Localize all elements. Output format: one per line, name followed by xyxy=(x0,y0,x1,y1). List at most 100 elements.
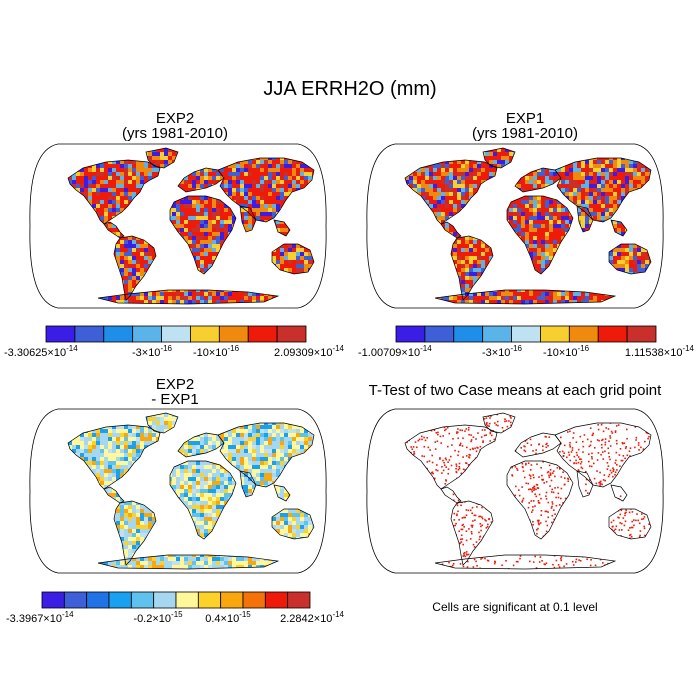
coastlines xyxy=(67,412,315,570)
ttest-footnote: Cells are significant at 0.1 level xyxy=(432,600,598,614)
coast-northAmerica xyxy=(404,424,498,490)
colorbar-swatch xyxy=(63,591,88,609)
coast-northAmerica xyxy=(404,159,498,225)
exp1-subtitle: (yrs 1981-2010) xyxy=(472,125,578,142)
colorbar-swatch xyxy=(45,325,76,343)
coast-australia xyxy=(271,508,315,540)
colorbar-tick-label: -3.30625×10-14 xyxy=(4,344,78,359)
coastlines xyxy=(404,147,652,305)
colorbar-swatch xyxy=(197,591,222,609)
exp2-title: EXP2 xyxy=(155,110,195,127)
colorbar-swatch xyxy=(424,325,455,343)
coastlines xyxy=(67,147,315,305)
coast-antarctica xyxy=(97,554,280,570)
colorbar-tick-label: -3×10-16 xyxy=(132,344,173,359)
exp1-panel-title: EXP1 (yrs 1981-2010) xyxy=(425,111,625,141)
colorbar-swatch xyxy=(482,325,512,343)
colorbar-tick-label: -10×10-16 xyxy=(543,344,590,359)
coast-southAmerica xyxy=(113,500,157,566)
coast-seAsia xyxy=(610,484,628,502)
colorbar-swatch xyxy=(190,325,220,343)
colorbar-tick-label: -0.2×10-15 xyxy=(133,610,183,625)
coast-seAsia xyxy=(610,219,628,237)
colorbar-swatch xyxy=(626,325,657,343)
coast-asia xyxy=(217,422,315,488)
colorbar-swatch xyxy=(161,325,191,343)
exp2-panel-title: EXP2 (yrs 1981-2010) xyxy=(75,111,275,141)
coast-antarctica xyxy=(434,554,617,570)
coast-asia xyxy=(554,157,652,223)
colorbar-swatch xyxy=(453,325,484,343)
colorbar-swatch xyxy=(108,591,132,609)
exp2-map xyxy=(29,143,327,309)
diff-subtitle: - EXP1 xyxy=(151,391,199,408)
diff-map xyxy=(29,408,327,574)
diff-title: EXP2 xyxy=(155,376,195,393)
colorbar-tick-label: 2.09309×10-14 xyxy=(274,344,345,359)
colorbar-tick-label: 2.2842×10-14 xyxy=(280,610,344,625)
coast-asia xyxy=(217,157,315,223)
colorbar-swatch xyxy=(153,591,177,609)
coast-antarctica xyxy=(434,289,617,305)
colorbar-swatch xyxy=(103,325,134,343)
colorbar-swatch xyxy=(86,591,110,609)
exp2-colorbar: -3.30625×10-14 -3×10-16 -10×10-16 2.09309×1… xyxy=(4,325,345,359)
coast-southAmerica xyxy=(113,235,157,301)
coast-greenland xyxy=(482,412,516,434)
colorbar-tick-label: -1.00709×10-14 xyxy=(358,344,432,359)
coastlines xyxy=(404,412,652,570)
coast-africa xyxy=(506,195,574,275)
coast-northAmerica xyxy=(67,159,161,225)
colorbar-swatch xyxy=(287,591,311,609)
coast-greenland xyxy=(482,147,516,169)
ttest-map xyxy=(366,408,664,574)
coast-centralAmerica xyxy=(440,486,462,504)
coast-seAsia xyxy=(273,219,291,237)
coast-southAmerica xyxy=(450,235,494,301)
coast-centralAmerica xyxy=(103,486,125,504)
colorbar-tick-label: -3×10-16 xyxy=(482,344,523,359)
colorbar-swatch xyxy=(247,325,278,343)
colorbar-swatch xyxy=(540,325,570,343)
colorbar-swatch xyxy=(242,591,266,609)
colorbar-swatch xyxy=(264,591,289,609)
exp1-colorbar: -1.00709×10-14 -3×10-16 -10×10-16 1.11538×1… xyxy=(358,325,695,359)
colorbar-swatch xyxy=(511,325,541,343)
diff-panel-title: EXP2 - EXP1 xyxy=(75,377,275,407)
colorbar-swatch xyxy=(74,325,105,343)
colorbar-swatch xyxy=(130,591,155,609)
colorbar-swatch xyxy=(597,325,628,343)
colorbar-swatch xyxy=(395,325,426,343)
exp1-title: EXP1 xyxy=(505,110,545,127)
colorbar-tick-label: -3.3967×10-14 xyxy=(6,610,74,625)
coast-greenland xyxy=(145,412,179,434)
coast-africa xyxy=(169,460,237,540)
colorbar-swatch xyxy=(41,591,65,609)
coast-australia xyxy=(608,508,652,540)
colorbar-swatch xyxy=(220,591,244,609)
diff-colorbar: -3.3967×10-14 -0.2×10-15 0.4×10-15 2.2842×1… xyxy=(6,591,345,625)
coast-australia xyxy=(271,243,315,275)
coast-centralAmerica xyxy=(440,221,462,239)
exp1-map xyxy=(366,143,664,309)
colorbar-tick-label: 1.11538×10-14 xyxy=(625,344,695,359)
coast-india xyxy=(576,205,594,233)
coast-asia xyxy=(554,422,652,488)
coast-africa xyxy=(506,460,574,540)
coast-india xyxy=(239,205,257,233)
coast-africa xyxy=(169,195,237,275)
coast-india xyxy=(239,470,257,498)
exp2-subtitle: (yrs 1981-2010) xyxy=(122,125,228,142)
coast-antarctica xyxy=(97,289,280,305)
coast-india xyxy=(576,470,594,498)
colorbar-swatch xyxy=(132,325,162,343)
ttest-title: T-Test of two Case means at each grid po… xyxy=(368,382,662,399)
colorbar-swatch xyxy=(568,325,599,343)
coast-southAmerica xyxy=(450,500,494,566)
coast-northAmerica xyxy=(67,424,161,490)
colorbar-swatch xyxy=(218,325,249,343)
coast-greenland xyxy=(145,147,179,169)
colorbar-swatch xyxy=(276,325,307,343)
coast-seAsia xyxy=(273,484,291,502)
figure-title: JJA ERRH2O (mm) xyxy=(263,78,437,100)
